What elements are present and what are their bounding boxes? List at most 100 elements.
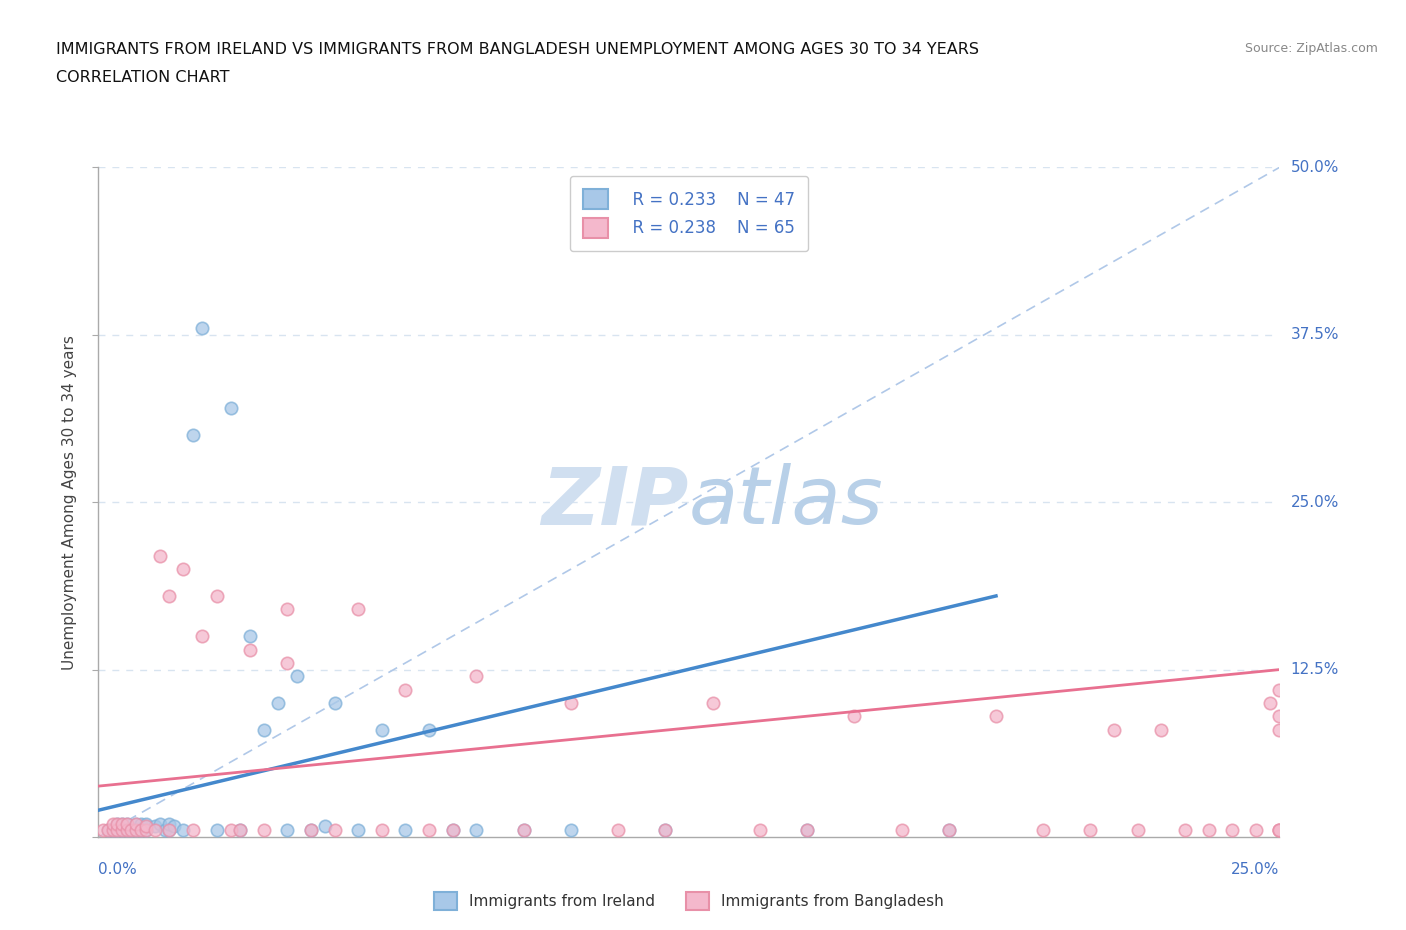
Text: 0.0%: 0.0%: [98, 862, 138, 877]
Point: [101, 823, 124, 838]
Point: [1032, 823, 1054, 838]
Point: [890, 823, 912, 838]
Point: [157, 823, 180, 838]
Point: [1268, 709, 1291, 724]
Point: [115, 823, 138, 838]
Point: [135, 823, 157, 838]
Point: [105, 817, 128, 831]
Point: [205, 823, 228, 838]
Text: 25.0%: 25.0%: [1232, 862, 1279, 877]
Point: [191, 629, 214, 644]
Point: [702, 696, 724, 711]
Point: [1102, 723, 1125, 737]
Y-axis label: Unemployment Among Ages 30 to 34 years: Unemployment Among Ages 30 to 34 years: [62, 335, 77, 670]
Point: [1126, 823, 1149, 838]
Point: [135, 823, 157, 838]
Point: [253, 723, 276, 737]
Point: [135, 818, 157, 833]
Point: [560, 823, 582, 838]
Point: [181, 823, 204, 838]
Point: [105, 817, 128, 831]
Point: [276, 602, 298, 617]
Point: [172, 562, 194, 577]
Point: [938, 823, 960, 838]
Point: [796, 823, 818, 838]
Point: [418, 723, 440, 737]
Point: [129, 817, 152, 831]
Point: [125, 823, 148, 838]
Point: [101, 817, 124, 831]
Point: [143, 823, 166, 838]
Point: [121, 823, 143, 838]
Point: [157, 589, 180, 604]
Text: 50.0%: 50.0%: [1291, 160, 1339, 175]
Point: [276, 656, 298, 671]
Text: 37.5%: 37.5%: [1291, 327, 1339, 342]
Point: [125, 817, 148, 831]
Point: [1174, 823, 1197, 838]
Point: [267, 696, 290, 711]
Point: [143, 818, 166, 833]
Point: [1268, 823, 1291, 838]
Point: [135, 818, 157, 833]
Point: [125, 823, 148, 838]
Point: [115, 817, 138, 831]
Point: [135, 817, 157, 831]
Point: [105, 823, 128, 838]
Point: [111, 817, 134, 831]
Point: [512, 823, 534, 838]
Point: [938, 823, 960, 838]
Point: [153, 823, 176, 838]
Point: [129, 823, 152, 838]
Point: [1258, 696, 1281, 711]
Point: [512, 823, 534, 838]
Point: [111, 817, 134, 831]
Point: [191, 321, 214, 336]
Point: [115, 823, 138, 838]
Point: [149, 549, 172, 564]
Point: [163, 818, 186, 833]
Point: [299, 823, 322, 838]
Point: [181, 428, 204, 443]
Point: [149, 817, 172, 831]
Point: [97, 823, 120, 838]
Point: [115, 817, 138, 831]
Point: [129, 823, 152, 838]
Point: [97, 823, 120, 838]
Point: [1244, 823, 1267, 838]
Point: [347, 823, 370, 838]
Point: [418, 823, 440, 838]
Point: [748, 823, 770, 838]
Point: [1268, 823, 1291, 838]
Point: [371, 723, 394, 737]
Point: [441, 823, 464, 838]
Point: [1268, 683, 1291, 698]
Legend: Immigrants from Ireland, Immigrants from Bangladesh: Immigrants from Ireland, Immigrants from…: [427, 885, 950, 916]
Point: [239, 642, 262, 657]
Point: [394, 823, 416, 838]
Point: [276, 823, 298, 838]
Point: [111, 823, 134, 838]
Point: [285, 669, 308, 684]
Point: [465, 669, 488, 684]
Point: [560, 696, 582, 711]
Point: [229, 823, 252, 838]
Point: [347, 602, 370, 617]
Point: [105, 823, 128, 838]
Point: [394, 683, 416, 698]
Point: [239, 629, 262, 644]
Point: [1268, 823, 1291, 838]
Point: [654, 823, 676, 838]
Point: [172, 823, 194, 838]
Point: [441, 823, 464, 838]
Point: [607, 823, 630, 838]
Text: 12.5%: 12.5%: [1291, 662, 1339, 677]
Point: [91, 823, 114, 838]
Text: CORRELATION CHART: CORRELATION CHART: [56, 70, 229, 85]
Text: IMMIGRANTS FROM IRELAND VS IMMIGRANTS FROM BANGLADESH UNEMPLOYMENT AMONG AGES 30: IMMIGRANTS FROM IRELAND VS IMMIGRANTS FR…: [56, 42, 979, 57]
Point: [1268, 723, 1291, 737]
Point: [796, 823, 818, 838]
Point: [219, 823, 242, 838]
Point: [111, 823, 134, 838]
Point: [314, 818, 336, 833]
